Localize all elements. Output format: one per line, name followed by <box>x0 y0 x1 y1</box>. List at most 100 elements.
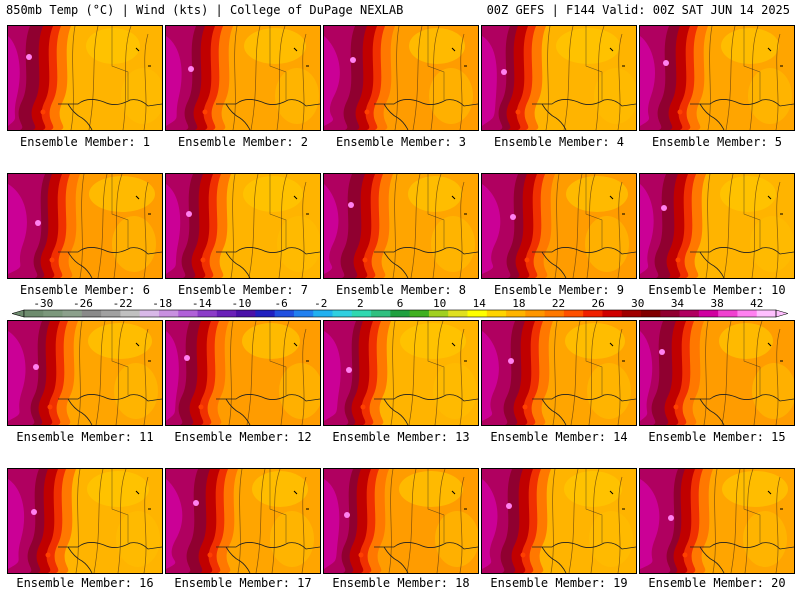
colorbar-tick-label: -26 <box>73 297 93 310</box>
colorbar-swatch <box>486 310 507 317</box>
colorbar-swatch <box>158 310 179 317</box>
colorbar-tick-label: 14 <box>473 297 487 310</box>
ensemble-member-caption: Ensemble Member: 12 <box>174 430 312 444</box>
ensemble-member-panel <box>165 173 321 279</box>
colorbar-swatch <box>679 310 700 317</box>
colorbar-swatch <box>390 310 411 317</box>
colorbar-swatch <box>139 310 160 317</box>
ensemble-member-panel <box>165 320 321 426</box>
colorbar-swatch <box>293 310 314 317</box>
colorbar-swatch <box>371 310 391 317</box>
ensemble-member-caption: Ensemble Member: 8 <box>335 283 467 297</box>
colorbar-tick-label: 38 <box>710 297 723 310</box>
ensemble-member-panel <box>7 320 163 426</box>
colorbar-swatch <box>756 310 777 317</box>
ensemble-member-panel <box>165 25 321 131</box>
colorbar-tick-label: -30 <box>33 297 53 310</box>
colorbar-swatch <box>409 310 430 317</box>
colorbar-swatch <box>255 310 276 317</box>
colorbar-swatch <box>467 310 488 317</box>
colorbar-swatch <box>120 310 141 317</box>
colorbar-swatch <box>236 310 256 317</box>
colorbar-swatch <box>563 310 584 317</box>
temperature-map <box>640 26 794 130</box>
colorbar-swatch <box>216 310 237 317</box>
ensemble-member-caption: Ensemble Member: 14 <box>490 430 628 444</box>
ensemble-member-panel <box>323 320 479 426</box>
temperature-map <box>324 469 478 573</box>
temperature-colorbar: -30 -26 -22 -18 -14 -10 -6 -2 2 6 10 14 18 22 26 30 34 38… <box>12 297 788 318</box>
ensemble-member-panel <box>323 25 479 131</box>
ensemble-member-panel <box>165 468 321 574</box>
ensemble-member-panel <box>481 320 637 426</box>
ensemble-member-caption: Ensemble Member: 2 <box>177 135 309 149</box>
temperature-map <box>640 469 794 573</box>
ensemble-member-panel <box>481 468 637 574</box>
colorbar-tick-label: 2 <box>357 297 364 310</box>
colorbar-swatch <box>101 310 121 317</box>
ensemble-member-caption: Ensemble Member: 17 <box>174 576 312 590</box>
colorbar-tick-label: -6 <box>274 297 287 310</box>
ensemble-member-caption: Ensemble Member: 18 <box>332 576 470 590</box>
colorbar-swatch <box>351 310 372 317</box>
temperature-map <box>482 321 636 425</box>
ensemble-member-panel <box>7 468 163 574</box>
colorbar-swatch <box>544 310 565 317</box>
colorbar-swatch <box>525 310 546 317</box>
ensemble-member-panel <box>323 468 479 574</box>
ensemble-member-panel <box>639 25 795 131</box>
temperature-map <box>482 174 636 278</box>
colorbar-swatch <box>602 310 623 317</box>
temperature-map <box>8 321 162 425</box>
ensemble-member-panel <box>639 320 795 426</box>
ensemble-member-caption: Ensemble Member: 16 <box>16 576 154 590</box>
ensemble-member-panel <box>481 25 637 131</box>
colorbar-swatch <box>178 310 198 317</box>
temperature-map <box>166 469 320 573</box>
colorbar-tick-label: 34 <box>671 297 685 310</box>
colorbar-swatch <box>313 310 333 317</box>
ensemble-member-panel <box>7 25 163 131</box>
colorbar-tick-label: 26 <box>592 297 605 310</box>
ensemble-member-panel <box>323 173 479 279</box>
colorbar-tick-label: 10 <box>433 297 446 310</box>
temperature-map <box>166 26 320 130</box>
colorbar-tick-label: -18 <box>152 297 172 310</box>
ensemble-member-caption: Ensemble Member: 9 <box>493 283 625 297</box>
ensemble-member-caption: Ensemble Member: 11 <box>16 430 154 444</box>
ensemble-member-caption: Ensemble Member: 1 <box>19 135 151 149</box>
temperature-map <box>324 321 478 425</box>
model-run-info: 00Z GEFS | F144 Valid: 00Z SAT JUN 14 20… <box>486 3 790 17</box>
colorbar-swatch <box>24 310 44 317</box>
colorbar-swatch <box>737 310 758 317</box>
ensemble-member-caption: Ensemble Member: 10 <box>648 283 786 297</box>
temperature-map <box>324 26 478 130</box>
colorbar-swatch <box>332 310 353 317</box>
colorbar-tick-label: 30 <box>631 297 644 310</box>
colorbar-swatch <box>448 310 468 317</box>
colorbar-swatch <box>274 310 295 317</box>
colorbar-tick-label: -2 <box>314 297 327 310</box>
temperature-map <box>166 321 320 425</box>
ensemble-member-panel <box>7 173 163 279</box>
temperature-map <box>166 174 320 278</box>
ensemble-member-caption: Ensemble Member: 3 <box>335 135 467 149</box>
colorbar-tick-label: -14 <box>192 297 212 310</box>
colorbar-tick-label: -22 <box>113 297 133 310</box>
colorbar-swatch <box>81 310 102 317</box>
ensemble-member-caption: Ensemble Member: 20 <box>648 576 786 590</box>
ensemble-member-caption: Ensemble Member: 15 <box>648 430 786 444</box>
colorbar-swatch <box>641 310 661 317</box>
temperature-map <box>482 469 636 573</box>
ensemble-member-caption: Ensemble Member: 19 <box>490 576 628 590</box>
colorbar-tick-label: -10 <box>232 297 252 310</box>
colorbar-swatch <box>718 310 738 317</box>
colorbar-tick-label: 42 <box>750 297 763 310</box>
colorbar-swatch <box>698 310 719 317</box>
colorbar-swatch <box>62 310 83 317</box>
colorbar-swatch <box>621 310 642 317</box>
ensemble-member-caption: Ensemble Member: 5 <box>651 135 783 149</box>
temperature-map <box>8 469 162 573</box>
temperature-map <box>482 26 636 130</box>
ensemble-member-panel <box>639 468 795 574</box>
